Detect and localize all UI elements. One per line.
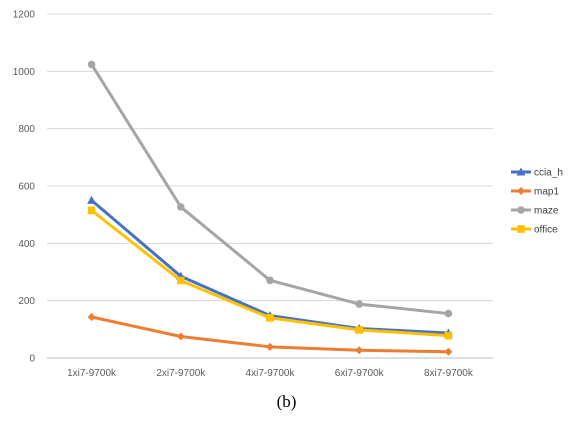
y-tick-label: 200 (18, 296, 35, 307)
gridlines (47, 13, 493, 359)
data-point-maze (266, 276, 274, 285)
legend-swatch-marker (517, 225, 525, 233)
y-axis-ticks: 0 200 400 600 800 1000 1200 (13, 10, 36, 365)
legend: ccia_h map1 maze office (511, 167, 563, 236)
data-point-map1 (444, 347, 453, 356)
figure-caption: (b) (276, 392, 297, 411)
series-lines (90, 62, 450, 354)
series-line-maze (90, 62, 450, 316)
data-point-office (355, 326, 363, 334)
legend-label: maze (534, 206, 559, 217)
line-chart: 0 200 400 600 800 1000 1200 1xi7-9700k 2xi7-970… (13, 10, 563, 380)
data-point-maze (177, 203, 185, 211)
data-point-office (87, 206, 96, 215)
x-axis-ticks: 1xi7-9700k 2xi7-9700k 4xi7-9700k 6xi7-9700k… (67, 368, 474, 379)
x-tick-label: 6xi7-9700k (335, 368, 385, 379)
legend-swatch-marker (517, 187, 525, 195)
data-point-office (444, 331, 453, 340)
data-point-ccia_h (87, 195, 97, 204)
legend-item-maze: maze (511, 206, 559, 217)
data-point-map1 (176, 332, 185, 341)
x-tick-label: 4xi7-9700k (246, 368, 296, 379)
legend-swatch-marker (517, 206, 525, 214)
legend-swatch-marker (516, 167, 526, 176)
data-point-map1 (87, 313, 96, 322)
y-tick-label: 800 (18, 124, 35, 135)
data-point-map1 (355, 346, 364, 355)
data-point-maze (87, 60, 96, 69)
legend-item-office: office (511, 225, 558, 236)
legend-label: ccia_h (534, 168, 563, 179)
data-point-map1 (266, 342, 274, 351)
y-tick-label: 1000 (13, 67, 36, 78)
x-tick-label: 2xi7-9700k (156, 368, 206, 379)
data-point-maze (355, 300, 364, 308)
y-tick-label: 0 (29, 354, 35, 365)
x-tick-label: 8xi7-9700k (424, 368, 474, 379)
y-tick-label: 600 (18, 182, 35, 193)
legend-label: map1 (534, 187, 559, 198)
data-point-office (266, 314, 274, 322)
series-markers (87, 60, 453, 356)
data-point-maze (444, 309, 453, 318)
legend-item-ccia_h: ccia_h (511, 167, 563, 179)
legend-item-map1: map1 (511, 187, 559, 198)
y-tick-label: 1200 (13, 10, 36, 21)
data-point-office (177, 276, 185, 285)
y-tick-label: 400 (18, 239, 35, 250)
legend-label: office (534, 225, 558, 236)
x-tick-label: 1xi7-9700k (67, 368, 117, 379)
